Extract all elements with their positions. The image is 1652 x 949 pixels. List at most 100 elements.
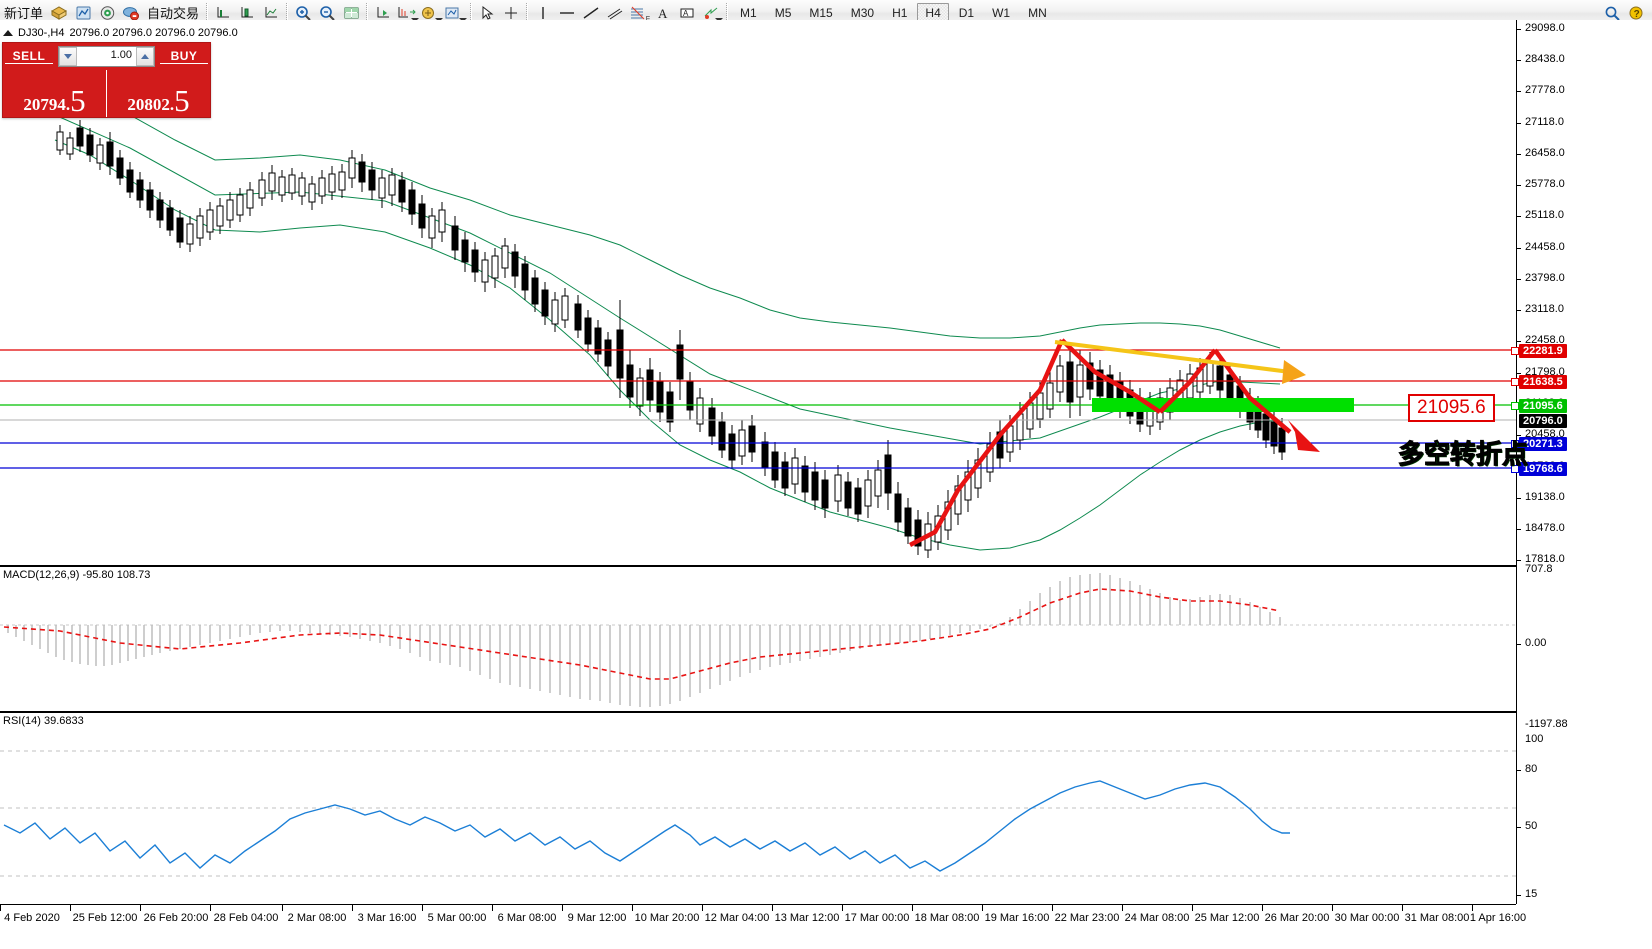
symbol-header: DJ30-,H4 20796.0 20796.0 20796.0 20796.0	[0, 26, 238, 40]
data-window-icon[interactable]	[339, 2, 363, 24]
buy-price[interactable]: 20802 . 5	[107, 70, 210, 117]
toolbar-separator	[366, 3, 369, 22]
timeframe-d1[interactable]: D1	[958, 5, 975, 20]
collapse-triangle-icon[interactable]	[3, 30, 13, 36]
level-handle-21638[interactable]	[1511, 378, 1519, 386]
macd-scale-max: 707.8	[1525, 563, 1553, 575]
level-handle-22281[interactable]	[1511, 347, 1519, 355]
time-label: 2 Mar 08:00	[287, 912, 347, 924]
horizontal-line-icon[interactable]	[555, 2, 579, 24]
autotrading-icon[interactable]	[119, 2, 143, 24]
timeframe-m15[interactable]: M15	[809, 5, 833, 20]
line-chart-icon[interactable]	[259, 2, 283, 24]
price-target-box[interactable]: 21095.6	[1408, 394, 1495, 422]
time-label: 10 Mar 20:00	[634, 912, 700, 924]
time-label: 30 Mar 00:00	[1334, 912, 1400, 924]
time-label: 17 Mar 00:00	[844, 912, 910, 924]
price-tick-label: 27118.0	[1525, 116, 1564, 128]
fibonacci-icon[interactable]: F	[627, 2, 651, 24]
time-label: 12 Mar 04:00	[704, 912, 770, 924]
buy-button[interactable]: BUY	[160, 49, 208, 64]
toolbar-separator	[470, 3, 473, 22]
trendline-icon[interactable]	[579, 2, 603, 24]
price-tick-label: 28438.0	[1525, 53, 1565, 65]
timeframe-m30[interactable]: M30	[850, 5, 875, 20]
price-label-resistance-upper[interactable]: 22281.9	[1519, 344, 1567, 358]
time-label: 3 Mar 16:00	[357, 912, 417, 924]
macd-scale-zero: 0.00	[1525, 637, 1547, 649]
chart-shift-icon[interactable]	[371, 2, 395, 24]
octp-controls: SELL 1.00 BUY	[3, 43, 210, 70]
rsi-scale-80: 80	[1525, 763, 1538, 775]
sell-price[interactable]: 20794 . 5	[3, 70, 106, 117]
svg-text:A: A	[658, 6, 668, 21]
price-label-support-green[interactable]: 21095.6	[1519, 399, 1567, 413]
search-icon[interactable]	[1600, 2, 1624, 24]
volume-decrease-icon[interactable]	[59, 47, 77, 66]
one-click-trading-panel[interactable]: SELL 1.00 BUY 20794 . 5 20802 . 5	[2, 42, 211, 118]
rsi-chart-pane[interactable]	[0, 712, 1516, 906]
timeframe-m1[interactable]: M1	[740, 5, 757, 20]
volume-input[interactable]: 1.00	[110, 49, 132, 61]
time-axis[interactable]: 4 Feb 2020 25 Feb 12:00 26 Feb 20:00 28 …	[0, 904, 1526, 949]
price-label-current: 20796.0	[1519, 414, 1567, 428]
templates-icon[interactable]	[419, 2, 444, 24]
arrows-icon[interactable]	[699, 2, 724, 24]
help-icon[interactable]: ?	[1624, 2, 1648, 24]
text-label-icon[interactable]: A	[675, 2, 699, 24]
new-order-icon[interactable]	[47, 2, 71, 24]
periodicity-icon[interactable]	[443, 2, 468, 24]
rsi-caption: RSI(14) 39.6833	[3, 715, 84, 727]
equidistant-channel-icon[interactable]	[603, 2, 627, 24]
rsi-scale-15: 15	[1525, 888, 1538, 900]
timeframe-mn[interactable]: MN	[1028, 5, 1047, 20]
time-label: 31 Mar 08:00	[1404, 912, 1470, 924]
volume-stepper[interactable]: 1.00	[58, 46, 155, 67]
timeframe-h4[interactable]: H4	[917, 2, 949, 23]
time-label: 26 Mar 20:00	[1264, 912, 1330, 924]
level-handle-20271[interactable]	[1511, 440, 1519, 448]
octp-prices: 20794 . 5 20802 . 5	[3, 70, 210, 117]
macd-chart-pane[interactable]	[0, 566, 1516, 712]
bar-chart-icon[interactable]	[235, 2, 259, 24]
price-tick-label: 18478.0	[1525, 522, 1565, 534]
time-label: 5 Mar 00:00	[427, 912, 487, 924]
price-label-pivot-lower[interactable]: 19768.6	[1519, 462, 1567, 476]
buy-price-frac: 5	[174, 82, 190, 118]
toolbar-separator	[286, 3, 289, 22]
crosshair-icon[interactable]	[211, 2, 235, 24]
timeframe-m5[interactable]: M5	[774, 5, 792, 20]
price-label-resistance-lower[interactable]: 21638.5	[1519, 375, 1567, 389]
auto-scroll-icon[interactable]	[395, 2, 420, 24]
autotrading-button[interactable]: 自动交易	[147, 6, 200, 21]
time-label: 13 Mar 12:00	[774, 912, 840, 924]
crosshair-tool-icon[interactable]	[499, 2, 523, 24]
vertical-line-icon[interactable]	[531, 2, 555, 24]
time-label: 28 Feb 04:00	[213, 912, 279, 924]
timeframe-w1[interactable]: W1	[992, 5, 1011, 20]
time-label: 1 Apr 16:00	[1469, 912, 1527, 924]
level-handle-21095[interactable]	[1511, 402, 1519, 410]
text-icon[interactable]: A	[651, 2, 675, 24]
expert-advisor-icon[interactable]	[95, 2, 119, 24]
time-label: 26 Feb 20:00	[143, 912, 209, 924]
price-tick-label: 25118.0	[1525, 209, 1564, 221]
zoom-in-icon[interactable]	[291, 2, 315, 24]
buy-price-int: 20802	[127, 95, 170, 114]
timeframe-h1[interactable]: H1	[892, 5, 908, 20]
main-chart-pane[interactable]	[0, 20, 1516, 566]
zoom-out-icon[interactable]	[315, 2, 339, 24]
sell-price-frac: 5	[70, 82, 86, 118]
time-label: 22 Mar 23:00	[1054, 912, 1120, 924]
level-handle-19768[interactable]	[1511, 465, 1519, 473]
new-order-button[interactable]: 新订单	[4, 6, 44, 21]
indicators-icon[interactable]	[71, 2, 95, 24]
volume-increase-icon[interactable]	[136, 47, 154, 66]
sell-button[interactable]: SELL	[5, 49, 53, 64]
octp-divider	[106, 70, 107, 117]
cursor-icon[interactable]	[475, 2, 499, 24]
price-scale[interactable]: 29098.0 28438.0 27778.0 27118.0 26458.0 …	[1511, 20, 1652, 904]
price-label-pivot-upper[interactable]: 20271.3	[1519, 437, 1567, 451]
turning-point-note[interactable]: 多空转折点	[1397, 439, 1529, 470]
rsi-scale-100: 100	[1525, 733, 1544, 745]
